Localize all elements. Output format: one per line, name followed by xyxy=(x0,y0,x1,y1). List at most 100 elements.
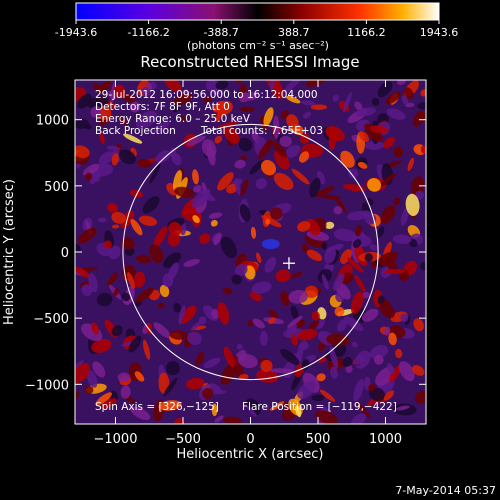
texture-blob xyxy=(255,178,267,190)
texture-blob xyxy=(273,172,294,191)
texture-blob xyxy=(97,217,107,223)
texture-blob xyxy=(393,146,404,158)
texture-blob xyxy=(190,321,201,331)
texture-blob xyxy=(111,224,120,229)
texture-blob xyxy=(211,309,220,319)
texture-blob xyxy=(290,334,298,346)
texture-blob xyxy=(129,189,143,198)
texture-blob xyxy=(199,233,211,245)
texture-blob xyxy=(285,95,301,104)
texture-blob xyxy=(95,392,112,406)
texture-blob xyxy=(420,144,426,154)
texture-blob xyxy=(332,94,340,102)
texture-blob xyxy=(171,153,182,166)
texture-blob xyxy=(210,219,218,227)
texture-blob xyxy=(347,211,368,221)
texture-blob xyxy=(371,98,380,106)
x-tick-label: −500 xyxy=(165,432,201,447)
texture-blob xyxy=(107,202,119,213)
texture-blob xyxy=(158,400,182,411)
texture-blob xyxy=(178,305,197,324)
texture-blob xyxy=(332,272,345,291)
texture-blob xyxy=(385,91,401,105)
x-tick-label: 1000 xyxy=(369,432,402,447)
texture-blob xyxy=(301,100,316,106)
y-tick-label: 500 xyxy=(44,180,69,195)
texture-blob xyxy=(239,203,251,222)
texture-blob xyxy=(386,160,402,168)
texture-blob xyxy=(261,215,282,228)
texture-blob xyxy=(364,140,384,150)
texture-blob xyxy=(238,374,249,380)
texture-blob xyxy=(358,131,370,143)
texture-blob xyxy=(153,226,168,248)
texture-blob xyxy=(226,184,238,194)
texture-blob xyxy=(214,415,224,423)
texture-blob xyxy=(134,371,145,382)
texture-blob xyxy=(417,102,426,110)
texture-blob xyxy=(98,151,114,165)
colorbar-units-label: (photons cm⁻² s⁻¹ asec⁻²) xyxy=(187,39,329,52)
annotation-total-counts: Total counts: 7.65E+03 xyxy=(200,125,323,137)
texture-blob xyxy=(297,221,311,232)
texture-blob xyxy=(420,89,426,97)
texture-blob xyxy=(211,403,218,417)
texture-blob xyxy=(269,401,285,411)
texture-blob xyxy=(330,366,338,379)
texture-blob xyxy=(260,359,273,372)
colorbar-ticks: -1943.6 -1166.2 -388.7 388.7 1166.2 1943.6 xyxy=(55,20,458,39)
texture-blob xyxy=(86,95,109,109)
texture-blob xyxy=(357,161,368,169)
texture-blob xyxy=(302,111,312,119)
texture-blob xyxy=(138,215,158,226)
texture-blob xyxy=(135,287,154,303)
texture-blob xyxy=(159,284,170,298)
annotation-time-range: 29-Jul-2012 16:09:56.000 to 16:12:04.000 xyxy=(95,89,318,101)
texture-blob xyxy=(141,86,151,96)
texture-blob xyxy=(174,417,185,424)
texture-blob xyxy=(122,94,137,103)
texture-blob xyxy=(386,108,406,120)
texture-blob xyxy=(344,316,364,331)
texture-blob xyxy=(172,102,182,113)
texture-blob xyxy=(240,106,255,113)
solar-limb-circle xyxy=(122,123,379,381)
texture-blob xyxy=(86,370,98,388)
texture-blob xyxy=(333,228,357,242)
texture-blob xyxy=(348,168,359,179)
texture-blob xyxy=(272,141,288,158)
texture-blob xyxy=(283,80,302,94)
texture-blob xyxy=(291,168,310,185)
texture-blob xyxy=(315,185,335,198)
texture-blob xyxy=(213,233,222,246)
texture-blob xyxy=(275,269,291,283)
texture-blob xyxy=(249,291,263,302)
texture-blob xyxy=(261,239,280,250)
reconstructed-image xyxy=(75,80,426,424)
texture-blob xyxy=(268,317,276,325)
colorbar-tick-label: 388.7 xyxy=(278,26,310,39)
texture-blob xyxy=(311,394,325,402)
texture-blob xyxy=(334,306,345,317)
texture-blob xyxy=(234,177,241,196)
texture-blob xyxy=(351,413,367,424)
texture-blob xyxy=(222,287,233,295)
texture-blob xyxy=(369,125,389,134)
texture-blob xyxy=(329,346,339,370)
texture-blob xyxy=(395,405,410,411)
texture-blob xyxy=(380,205,396,224)
texture-blob xyxy=(97,81,112,93)
texture-blob xyxy=(90,106,102,118)
texture-blob xyxy=(353,379,364,402)
texture-blob xyxy=(75,118,90,130)
texture-blob xyxy=(379,302,395,319)
colorbar: -1943.6 -1166.2 -388.7 388.7 1166.2 1943.6 (p… xyxy=(55,2,458,52)
texture-blob xyxy=(396,80,407,85)
annotation-spin-axis: Spin Axis = [326,−125] xyxy=(95,401,219,413)
texture-blob xyxy=(311,311,320,321)
texture-blob xyxy=(355,224,362,237)
colorbar-tick-label: 1166.2 xyxy=(347,26,386,39)
texture-blob xyxy=(84,172,93,181)
x-axis-label: Heliocentric X (arcsec) xyxy=(177,447,324,462)
y-tick-label: 1000 xyxy=(36,114,69,129)
